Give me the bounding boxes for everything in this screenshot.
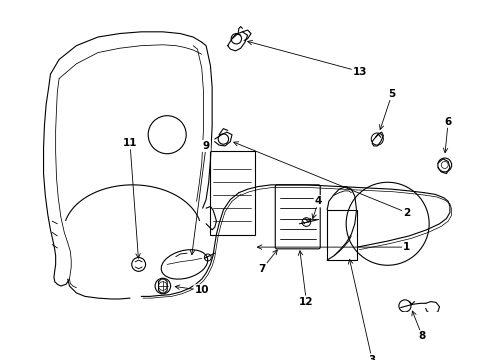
Text: 6: 6	[444, 117, 452, 127]
Text: 3: 3	[368, 355, 376, 360]
Text: 12: 12	[299, 297, 314, 307]
Text: 10: 10	[195, 285, 209, 295]
Text: 7: 7	[259, 264, 266, 274]
Text: 1: 1	[403, 242, 410, 252]
Text: 5: 5	[389, 89, 395, 99]
Text: 9: 9	[202, 141, 210, 151]
Text: 4: 4	[315, 196, 322, 206]
Text: 2: 2	[403, 207, 410, 217]
Text: 8: 8	[418, 331, 426, 341]
Text: 13: 13	[353, 67, 367, 77]
Text: 11: 11	[123, 138, 137, 148]
